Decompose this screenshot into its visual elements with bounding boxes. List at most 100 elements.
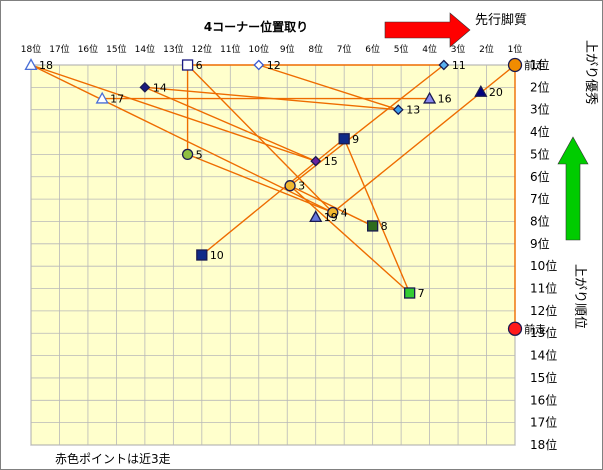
x-tick-label: 8位 (308, 43, 323, 55)
x-tick-label: 3位 (451, 43, 466, 55)
y-tick-label: 3位 (530, 102, 550, 117)
y-tick-label: 7位 (530, 191, 550, 206)
x-tick-label: 14位 (135, 43, 155, 55)
point-marker (392, 104, 404, 116)
data-point: 15 (310, 155, 338, 168)
data-point: 4 (327, 206, 348, 220)
point-marker (309, 210, 323, 223)
connector-line (30, 64, 334, 214)
connector-line (201, 138, 345, 256)
point-label: 10 (210, 249, 224, 262)
x-axis-note: 先行脚質 (475, 12, 527, 28)
x-tick-label: 6位 (365, 43, 380, 55)
y-tick-label: 9位 (530, 236, 550, 251)
x-tick-label: 5位 (394, 43, 409, 55)
connector-line (289, 185, 411, 294)
point-marker (284, 180, 296, 192)
data-points: 18 17 14 6 12 11 前走 20 16 13 9 5 15 3 419 8 10 7 前走 (24, 57, 546, 336)
data-point: 20 (474, 84, 503, 99)
data-point: 前走 (507, 57, 546, 73)
y-tick-label: 16位 (530, 392, 557, 407)
data-point: 9 (338, 133, 359, 146)
point-marker (507, 321, 523, 336)
point-label: 15 (324, 155, 338, 168)
y-tick-label: 5位 (530, 146, 550, 161)
data-point: 16 (422, 91, 452, 106)
point-marker (253, 59, 265, 71)
point-label: 前走 (524, 322, 546, 336)
point-marker (474, 84, 488, 97)
footnote: 赤色ポイントは近3走 (55, 452, 171, 466)
point-label: 9 (352, 133, 359, 146)
y-axis-bottom-note: 上がり順位 (572, 264, 587, 329)
data-point: 3 (284, 180, 305, 193)
x-tick-label: 15位 (106, 43, 126, 55)
x-tick-label: 10位 (249, 43, 269, 55)
point-label: 18 (39, 59, 53, 72)
connector-line (258, 64, 399, 111)
point-marker (181, 148, 194, 161)
point-marker (507, 57, 523, 73)
point-label: 6 (196, 59, 203, 72)
x-tick-label: 7位 (337, 43, 352, 55)
point-label: 19 (324, 211, 338, 224)
data-point: 11 (438, 59, 466, 72)
connector-line (30, 64, 316, 162)
x-tick-label: 13位 (163, 43, 183, 55)
x-tick-label: 11位 (220, 43, 240, 55)
y-tick-label: 8位 (530, 213, 550, 228)
point-marker (422, 91, 437, 104)
y-tick-label: 17位 (530, 415, 557, 430)
connector-line (289, 185, 373, 227)
chart-title: 4コーナー位置取り (204, 19, 308, 34)
data-point: 12 (253, 59, 281, 72)
data-point: 18 (24, 58, 53, 72)
data-point: 6 (181, 59, 203, 72)
green-arrow-icon (557, 136, 589, 241)
x-tick-label: 16位 (78, 43, 98, 55)
connector-line (343, 138, 411, 294)
y-tick-label: 1位 (530, 57, 550, 72)
red-arrow-icon (384, 12, 471, 48)
point-marker (139, 81, 151, 93)
plot-area (30, 64, 516, 446)
data-point: 8 (366, 220, 388, 233)
data-point: 14 (139, 81, 167, 94)
x-tick-label: 12位 (192, 43, 212, 55)
point-marker (338, 133, 350, 145)
point-marker (310, 155, 322, 167)
point-marker (404, 287, 416, 299)
point-marker (95, 91, 109, 104)
point-label: 11 (452, 59, 466, 72)
data-point: 5 (181, 148, 203, 161)
point-marker (24, 58, 38, 71)
x-tick-label: 1位 (508, 43, 523, 55)
y-axis-ticks: 1位 2位 3位 4位 5位 6位 7位 8位 9位 10位 11位 12位 13位 14位 15位 16位 1… (530, 57, 557, 452)
x-tick-label: 4位 (422, 43, 437, 55)
connector-line (144, 86, 316, 162)
point-label: 前走 (524, 58, 546, 72)
x-tick-label: 18位 (21, 43, 41, 55)
y-tick-label: 4位 (530, 124, 550, 139)
point-marker (438, 59, 450, 71)
y-tick-label: 10位 (530, 258, 557, 273)
point-label: 4 (341, 207, 348, 220)
y-tick-label: 18位 (530, 437, 557, 452)
point-label: 5 (196, 148, 203, 161)
x-tick-label: 17位 (49, 43, 69, 55)
point-label: 20 (489, 86, 503, 99)
data-point: 17 (95, 91, 124, 106)
connection-lines (30, 64, 516, 329)
point-marker (196, 249, 208, 261)
point-label: 3 (298, 180, 305, 193)
y-tick-label: 15位 (530, 370, 557, 385)
point-label: 16 (438, 93, 452, 106)
data-point: 前走 (507, 321, 546, 336)
y-tick-label: 12位 (530, 303, 557, 318)
connector-line (187, 64, 334, 214)
x-tick-label: 2位 (479, 43, 494, 55)
point-marker (327, 206, 339, 219)
point-label: 14 (153, 81, 167, 94)
point-marker (366, 220, 379, 232)
